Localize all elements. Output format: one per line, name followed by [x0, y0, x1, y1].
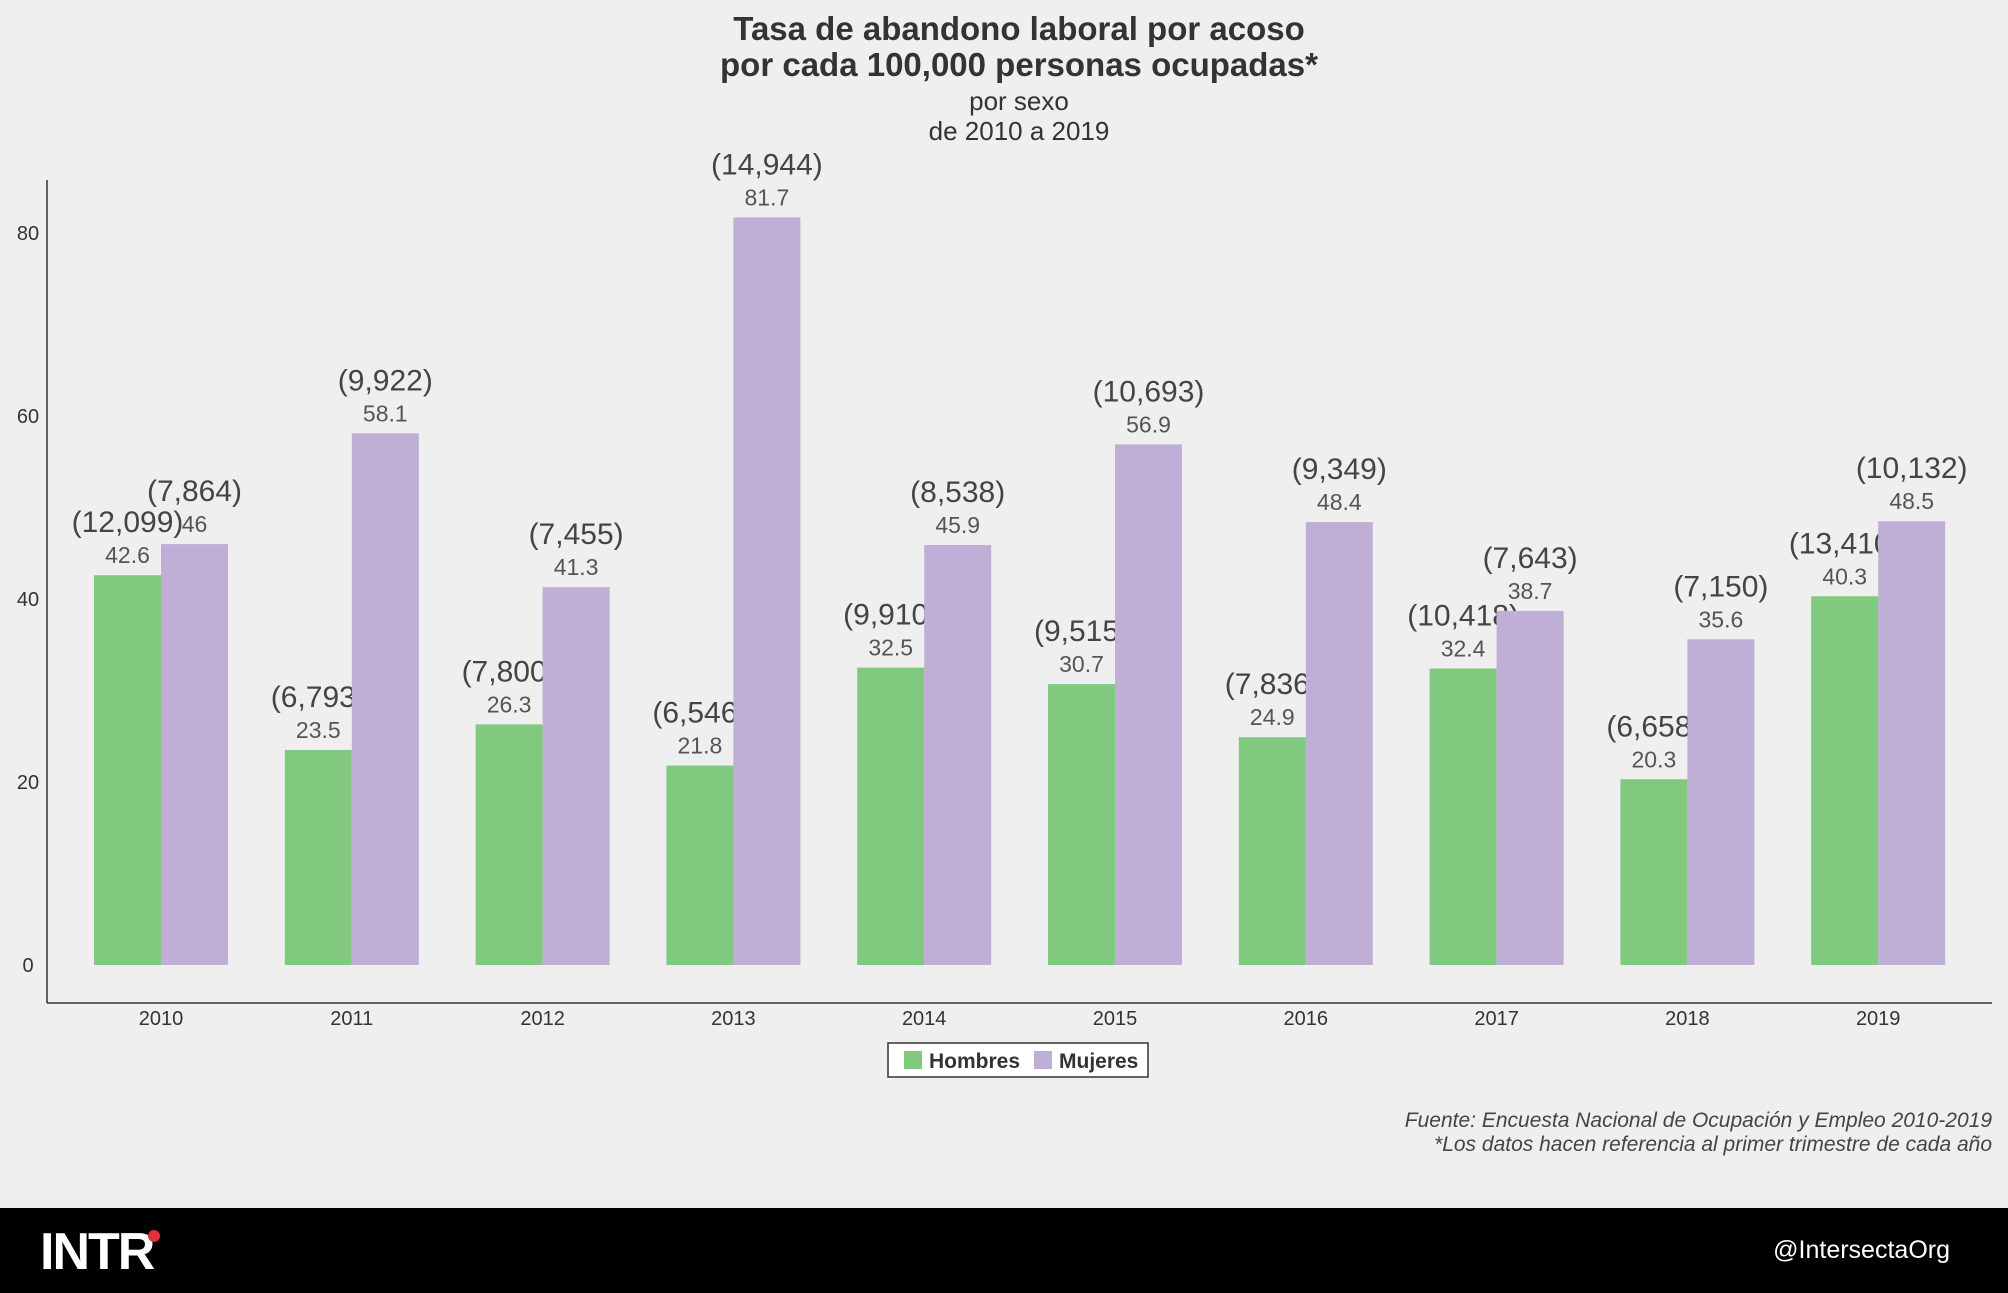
count-label-hombres-2016: (7,836) — [1225, 668, 1320, 701]
bar-hombres-2019 — [1811, 596, 1879, 965]
x-tick-label-2010: 2010 — [139, 1008, 184, 1030]
value-label-hombres-2018: 20.3 — [1632, 746, 1677, 772]
bar-hombres-2012 — [475, 724, 543, 965]
chart-title-line1: Tasa de abandono laboral por acoso — [733, 10, 1305, 47]
value-label-hombres-2015: 30.7 — [1059, 651, 1104, 677]
value-label-hombres-2010: 42.6 — [105, 542, 150, 568]
x-tick-label-2012: 2012 — [520, 1008, 565, 1030]
bar-mujeres-2016 — [1305, 522, 1373, 965]
bar-hombres-2014 — [857, 667, 925, 965]
y-tick-label-80: 80 — [17, 223, 39, 245]
count-label-mujeres-2018: (7,150) — [1673, 570, 1768, 603]
value-label-mujeres-2010: 46 — [182, 511, 208, 537]
count-label-hombres-2013: (6,546) — [652, 697, 747, 730]
x-tick-label-2018: 2018 — [1665, 1008, 1710, 1030]
bar-mujeres-2019 — [1878, 521, 1946, 965]
count-label-mujeres-2017: (7,643) — [1483, 542, 1578, 575]
bar-mujeres-2014 — [924, 545, 992, 965]
value-label-hombres-2016: 24.9 — [1250, 704, 1295, 730]
bar-mujeres-2013 — [733, 217, 801, 965]
y-tick-label-20: 20 — [17, 772, 39, 794]
logo: INTR — [40, 1223, 155, 1281]
chart: Tasa de abandono laboral por acoso por c… — [17, 10, 1993, 1156]
count-label-mujeres-2012: (7,455) — [529, 518, 624, 551]
value-label-mujeres-2015: 56.9 — [1126, 411, 1171, 437]
chart-subtitle-line2: de 2010 a 2019 — [929, 116, 1110, 146]
count-label-hombres-2014: (9,910) — [843, 599, 938, 632]
value-label-hombres-2013: 21.8 — [678, 733, 723, 759]
x-tick-label-2015: 2015 — [1093, 1008, 1138, 1030]
count-label-mujeres-2016: (9,349) — [1292, 453, 1387, 486]
footer-bar: INTR @IntersectaOrg — [0, 1208, 2008, 1293]
legend-box — [887, 1042, 1149, 1078]
value-label-hombres-2014: 32.5 — [868, 635, 913, 661]
source-line1: Fuente: Encuesta Nacional de Ocupación y… — [1405, 1109, 1993, 1132]
value-label-hombres-2012: 26.3 — [487, 691, 532, 717]
count-label-hombres-2018: (6,658) — [1606, 710, 1701, 743]
bar-mujeres-2011 — [351, 433, 419, 965]
bar-mujeres-2018 — [1687, 639, 1755, 965]
bar-hombres-2017 — [1429, 668, 1497, 965]
bar-hombres-2016 — [1238, 737, 1306, 965]
legend-swatch-mujeres — [1034, 1051, 1052, 1069]
count-label-mujeres-2010: (7,864) — [147, 475, 242, 508]
bar-mujeres-2017 — [1496, 610, 1564, 965]
count-label-mujeres-2014: (8,538) — [910, 476, 1005, 509]
value-label-mujeres-2019: 48.5 — [1889, 488, 1934, 514]
legend-swatch-hombres — [904, 1051, 922, 1069]
bar-hombres-2018 — [1620, 779, 1688, 965]
count-label-mujeres-2013: (14,944) — [711, 148, 823, 181]
value-label-mujeres-2018: 35.6 — [1699, 606, 1744, 632]
count-label-hombres-2010: (12,099) — [72, 506, 184, 539]
y-tick-label-40: 40 — [17, 589, 39, 611]
x-tick-label-2011: 2011 — [330, 1008, 373, 1030]
bar-mujeres-2010 — [161, 544, 228, 965]
y-tick-label-60: 60 — [17, 406, 39, 428]
bar-hombres-2015 — [1048, 684, 1115, 965]
bar-hombres-2013 — [666, 765, 734, 965]
legend: Hombres Mujeres — [887, 1042, 1149, 1078]
chart-subtitle-line1: por sexo — [969, 86, 1069, 116]
y-axis-ticks: 0 20 40 60 80 — [17, 223, 39, 977]
bar-mujeres-2015 — [1115, 444, 1182, 965]
count-label-hombres-2011: (6,793) — [271, 681, 366, 714]
count-label-mujeres-2019: (10,132) — [1856, 452, 1968, 485]
legend-label-hombres: Hombres — [929, 1050, 1020, 1073]
x-tick-label-2014: 2014 — [902, 1008, 947, 1030]
value-label-hombres-2011: 23.5 — [296, 717, 341, 743]
x-tick-label-2013: 2013 — [711, 1008, 756, 1030]
value-label-mujeres-2014: 45.9 — [935, 512, 980, 538]
value-label-mujeres-2012: 41.3 — [554, 554, 599, 580]
logo-dot-icon — [148, 1230, 160, 1242]
count-label-hombres-2012: (7,800) — [462, 655, 557, 688]
legend-label-mujeres: Mujeres — [1059, 1050, 1138, 1073]
x-tick-label-2016: 2016 — [1284, 1008, 1329, 1030]
x-tick-label-2019: 2019 — [1856, 1008, 1901, 1030]
x-axis-ticks: 2010 2011 2012 2013 2014 2015 2016 2017 2018 2019 — [139, 1008, 1901, 1030]
value-label-hombres-2019: 40.3 — [1822, 563, 1867, 589]
value-label-mujeres-2011: 58.1 — [363, 400, 408, 426]
y-tick-label-0: 0 — [22, 955, 33, 977]
bar-hombres-2011 — [284, 749, 352, 965]
x-tick-label-2017: 2017 — [1474, 1008, 1519, 1030]
value-label-hombres-2017: 32.4 — [1441, 636, 1486, 662]
count-label-mujeres-2011: (9,922) — [338, 364, 433, 397]
value-label-mujeres-2016: 48.4 — [1317, 489, 1362, 515]
bar-mujeres-2012 — [542, 587, 610, 965]
value-label-mujeres-2017: 38.7 — [1508, 578, 1553, 604]
bar-hombres-2010 — [94, 575, 161, 965]
value-label-mujeres-2013: 81.7 — [745, 184, 790, 210]
chart-title-line2: por cada 100,000 personas ocupadas* — [720, 46, 1318, 83]
source-line2: *Los datos hacen referencia al primer tr… — [1434, 1133, 1992, 1156]
count-label-mujeres-2015: (10,693) — [1093, 375, 1205, 408]
bars-group: 42.6 (12,099)46 (7,864) 23.5 (6,793) 58.1 (9,9… — [72, 148, 1968, 965]
count-label-hombres-2015: (9,515) — [1034, 615, 1129, 648]
social-handle: @IntersectaOrg — [1773, 1236, 1950, 1264]
